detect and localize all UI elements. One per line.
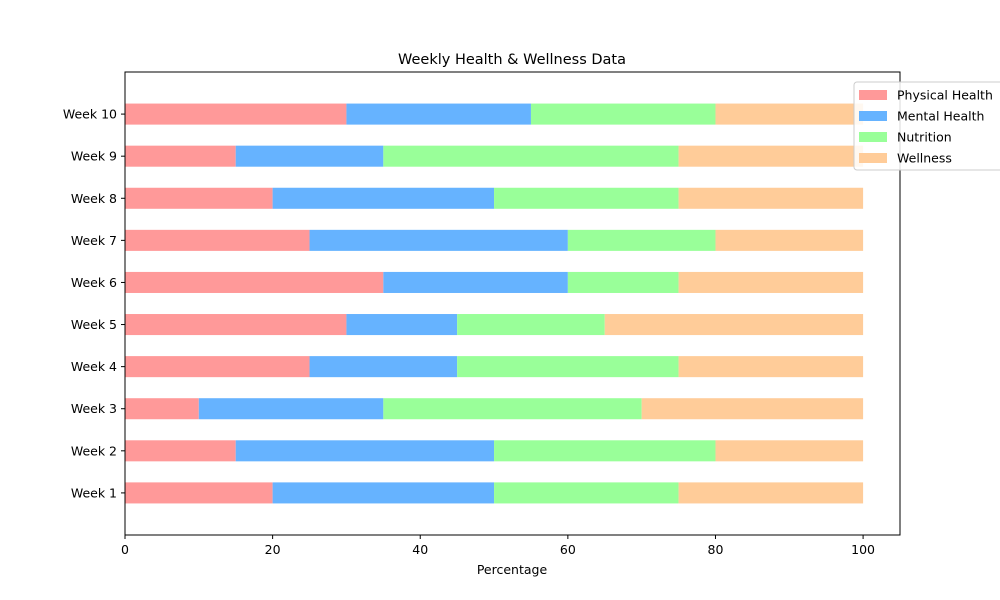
bar-wellness-week-8 bbox=[678, 187, 864, 209]
bar-mental-health-week-10 bbox=[346, 103, 531, 125]
bar-physical-health-week-4 bbox=[125, 356, 310, 378]
bar-mental-health-week-1 bbox=[272, 482, 495, 504]
bar-physical-health-week-10 bbox=[125, 103, 347, 125]
bar-nutrition-week-9 bbox=[383, 145, 679, 167]
legend-swatch-wellness bbox=[859, 153, 887, 163]
y-tick-label: Week 5 bbox=[71, 317, 117, 332]
bar-nutrition-week-5 bbox=[457, 314, 605, 336]
y-tick-label: Week 9 bbox=[71, 149, 117, 164]
bar-mental-health-week-8 bbox=[272, 187, 495, 209]
bar-physical-health-week-2 bbox=[125, 440, 236, 462]
y-tick-label: Week 1 bbox=[71, 485, 117, 500]
y-tick-label: Week 6 bbox=[71, 275, 117, 290]
y-tick-label: Week 7 bbox=[71, 233, 117, 248]
bar-physical-health-week-5 bbox=[125, 314, 347, 336]
bar-wellness-week-6 bbox=[678, 271, 864, 293]
bar-wellness-week-10 bbox=[715, 103, 864, 125]
legend-swatch-mental-health bbox=[859, 111, 887, 121]
plot-frame bbox=[124, 71, 901, 536]
bar-physical-health-week-9 bbox=[125, 145, 236, 167]
bar-mental-health-week-5 bbox=[346, 314, 458, 336]
bar-wellness-week-1 bbox=[678, 482, 864, 504]
legend-label-mental-health: Mental Health bbox=[897, 109, 984, 124]
bar-nutrition-week-2 bbox=[494, 440, 716, 462]
bar-mental-health-week-3 bbox=[198, 398, 384, 420]
x-axis-label: Percentage bbox=[477, 562, 548, 577]
y-tick-label: Week 10 bbox=[63, 107, 117, 122]
bar-wellness-week-2 bbox=[715, 440, 864, 462]
x-tick-label: 40 bbox=[412, 542, 428, 557]
bar-mental-health-week-9 bbox=[235, 145, 384, 167]
legend-swatch-physical-health bbox=[859, 90, 887, 100]
bar-physical-health-week-3 bbox=[125, 398, 199, 420]
bar-wellness-week-3 bbox=[641, 398, 864, 420]
bar-nutrition-week-10 bbox=[530, 103, 716, 125]
y-tick-label: Week 4 bbox=[71, 359, 117, 374]
y-axis: Week 1 Week 2 Week 3 Week 4 Week 5 Week 6 Week… bbox=[63, 107, 125, 500]
bar-mental-health-week-6 bbox=[383, 271, 568, 293]
x-tick-label: 100 bbox=[851, 542, 875, 557]
bar-physical-health-week-1 bbox=[125, 482, 273, 504]
x-tick-label: 60 bbox=[560, 542, 576, 557]
chart-title: Weekly Health & Wellness Data bbox=[398, 52, 626, 68]
bar-wellness-week-7 bbox=[715, 229, 864, 251]
bar-wellness-week-4 bbox=[678, 356, 864, 378]
bar-physical-health-week-6 bbox=[125, 271, 384, 293]
legend-swatch-nutrition bbox=[859, 132, 887, 142]
bar-nutrition-week-3 bbox=[383, 398, 642, 420]
x-tick-label: 0 bbox=[121, 542, 129, 557]
bar-nutrition-week-4 bbox=[457, 356, 679, 378]
bar-mental-health-week-7 bbox=[309, 229, 568, 251]
bar-nutrition-week-1 bbox=[494, 482, 679, 504]
bar-nutrition-week-8 bbox=[494, 187, 679, 209]
bar-nutrition-week-6 bbox=[567, 271, 679, 293]
legend-label-physical-health: Physical Health bbox=[897, 88, 993, 103]
legend-box bbox=[853, 81, 1000, 171]
legend-label-wellness: Wellness bbox=[897, 151, 952, 166]
bars-group bbox=[125, 103, 864, 504]
bar-mental-health-week-4 bbox=[309, 356, 458, 378]
bar-mental-health-week-2 bbox=[235, 440, 495, 462]
x-tick-label: 80 bbox=[708, 542, 724, 557]
y-tick-label: Week 2 bbox=[71, 443, 117, 458]
y-tick-label: Week 8 bbox=[71, 191, 117, 206]
bar-wellness-week-9 bbox=[678, 145, 864, 167]
bar-physical-health-week-7 bbox=[125, 229, 310, 251]
x-tick-label: 20 bbox=[265, 542, 281, 557]
x-axis: 0 20 40 60 80 100 bbox=[121, 535, 875, 557]
bar-wellness-week-5 bbox=[604, 314, 864, 336]
y-tick-label: Week 3 bbox=[71, 401, 117, 416]
bar-physical-health-week-8 bbox=[125, 187, 273, 209]
legend-label-nutrition: Nutrition bbox=[897, 130, 952, 145]
legend: Physical Health Mental Health Nutrition Wel… bbox=[853, 81, 1000, 171]
bar-nutrition-week-7 bbox=[567, 229, 716, 251]
